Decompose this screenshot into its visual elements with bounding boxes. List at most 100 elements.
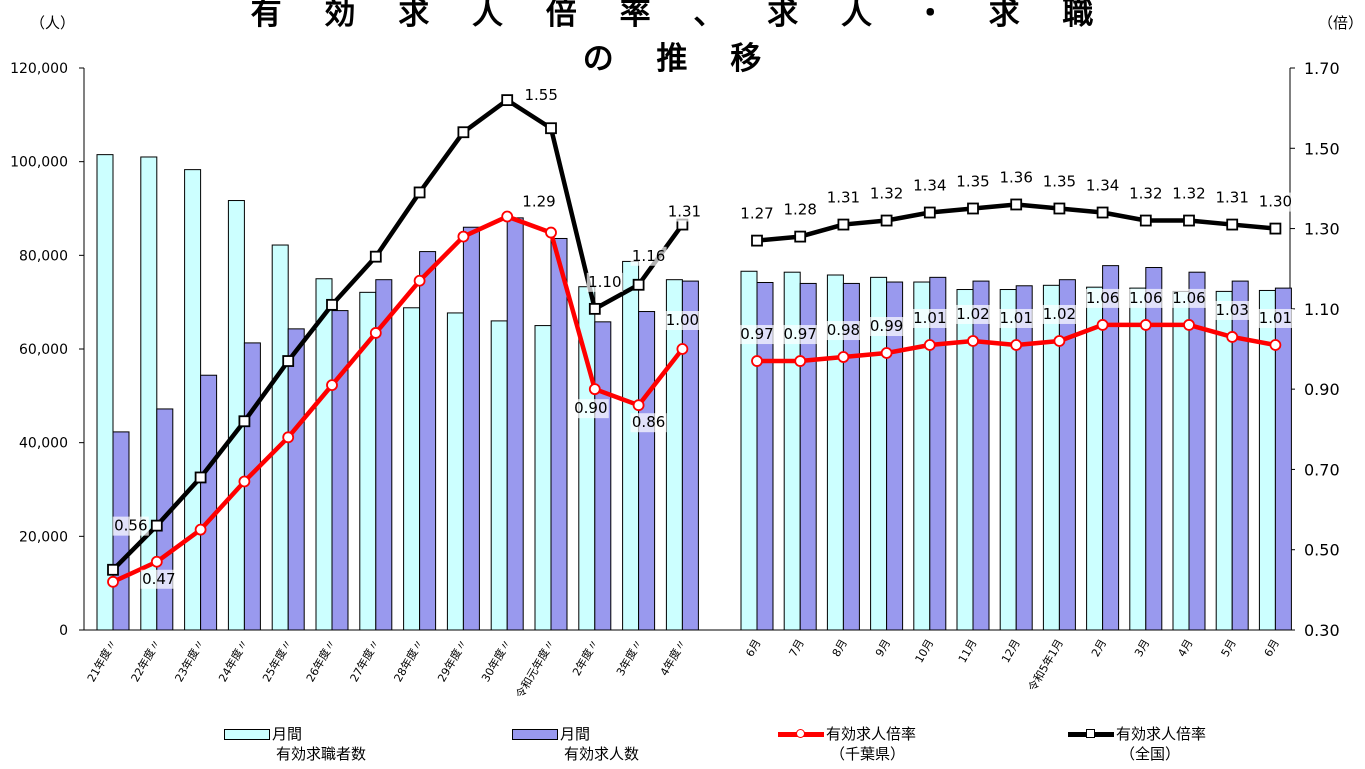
legend-label-chiba-1: 有効求人倍率 — [826, 725, 917, 743]
bar-seekers — [184, 169, 202, 631]
x-axis-category-label: 27年度〃 — [347, 637, 383, 685]
bar-openings — [756, 281, 774, 631]
legend-seekers: 月間 有効求職者数 — [224, 724, 366, 764]
national-point — [794, 230, 807, 243]
bar-openings — [462, 226, 480, 631]
chiba-point — [967, 335, 979, 347]
national-data-label: 1.34 — [913, 177, 946, 195]
national-point — [238, 415, 251, 428]
national-label-bg — [666, 202, 703, 222]
chiba-data-label: 0.97 — [783, 325, 816, 343]
x-axis-category-label: 3月 — [1132, 637, 1152, 659]
chiba-point — [238, 475, 251, 488]
bar-seekers — [140, 156, 158, 631]
x-axis-category-label: 5月 — [1219, 637, 1239, 659]
left-axis-tick-label: 40,000 — [19, 436, 68, 452]
x-axis-category-label: 22年度〃 — [128, 637, 164, 685]
right-axis-tick-label: 0.30 — [1304, 621, 1340, 640]
bar-seekers — [490, 320, 508, 631]
chiba-label-bg — [572, 399, 609, 419]
national-label-bg — [1084, 176, 1121, 196]
national-point — [837, 218, 850, 231]
chiba-label-bg — [664, 311, 701, 330]
bar-seekers — [665, 279, 683, 631]
national-point — [1269, 222, 1282, 235]
chiba-label-bg — [1127, 288, 1164, 308]
national-data-label: 1.55 — [524, 86, 557, 104]
legend-label-national-1: 有効求人倍率 — [1116, 725, 1207, 743]
chiba-point — [326, 379, 338, 392]
chiba-label-bg — [825, 321, 862, 341]
national-point — [751, 234, 763, 247]
chiba-data-label: 0.99 — [870, 317, 903, 335]
national-data-label: 1.32 — [1129, 185, 1162, 203]
legend-chiba: 有効求人倍率 （千葉県） — [778, 724, 916, 764]
chiba-point — [676, 343, 689, 355]
chiba-point — [194, 523, 207, 536]
chiba-label-bg — [1084, 288, 1121, 308]
chiba-point — [837, 351, 850, 363]
x-axis-category-label: 令和元年度〃 — [512, 637, 557, 701]
bar-openings — [419, 251, 437, 631]
national-point — [326, 298, 338, 311]
legend-label-seekers-2: 有効求職者数 — [276, 745, 367, 763]
left-axis-tick-label: 0 — [59, 623, 68, 639]
national-point — [194, 471, 207, 484]
chiba-label-bg — [1214, 300, 1251, 320]
left-axis-tick-label: 100,000 — [10, 155, 68, 171]
bar-openings — [331, 310, 349, 631]
x-axis-category-label: 23年度〃 — [172, 637, 208, 685]
bar-seekers — [315, 278, 333, 631]
x-axis-category-label: 9月 — [873, 637, 893, 659]
x-axis-category-label: 10月 — [913, 637, 937, 665]
left-axis-tick-label: 20,000 — [19, 529, 68, 545]
chiba-data-label: 1.03 — [1215, 301, 1248, 319]
national-label-bg — [1257, 192, 1294, 212]
national-point — [282, 355, 295, 367]
chiba-data-label: 0.98 — [827, 321, 860, 339]
chiba-label-bg — [521, 192, 557, 212]
national-data-label: 1.32 — [870, 185, 903, 203]
left-axis-tick-label: 120,000 — [10, 61, 68, 77]
chiba-data-label: 1.02 — [1043, 305, 1076, 323]
chiba-data-label: 1.01 — [913, 309, 946, 327]
x-axis-category-label: 7月 — [787, 637, 807, 659]
national-point — [1053, 202, 1066, 215]
bar-openings — [972, 280, 990, 631]
x-axis-category-label: 4月 — [1175, 637, 1195, 659]
x-axis-category-label: 12月 — [999, 637, 1023, 665]
chiba-point — [1183, 319, 1195, 331]
bar-seekers — [1086, 286, 1104, 631]
bar-seekers — [96, 154, 114, 631]
chiba-point — [880, 347, 893, 359]
right-axis-tick-label: 1.50 — [1304, 139, 1340, 158]
chiba-data-label: 1.06 — [1129, 289, 1162, 307]
right-axis-tick-label: 0.90 — [1304, 380, 1340, 399]
x-axis-category-label: 26年度〃 — [303, 637, 339, 685]
chiba-point — [457, 230, 470, 243]
chiba-point — [632, 399, 645, 412]
chiba-point — [150, 555, 163, 568]
chiba-point — [1053, 335, 1066, 347]
legend-label-openings-1: 月間 — [560, 725, 591, 743]
national-label-bg — [630, 246, 667, 266]
national-point — [1010, 198, 1023, 211]
chiba-label-bg — [911, 308, 948, 328]
chiba-point — [923, 339, 936, 351]
chiba-point — [1139, 319, 1152, 331]
legend-swatch-openings — [512, 728, 558, 740]
chiba-label-bg — [1041, 304, 1078, 324]
national-label-bg — [523, 86, 560, 106]
national-data-label: 1.31 — [827, 189, 860, 207]
bar-openings — [200, 374, 218, 631]
national-data-label: 1.35 — [1043, 173, 1076, 191]
x-axis-category-label: 令和5年1月 — [1025, 637, 1066, 694]
x-axis-category-label: 6月 — [743, 637, 763, 659]
national-point — [369, 250, 382, 263]
national-point — [457, 126, 470, 139]
chiba-point — [413, 274, 426, 287]
chiba-data-label: 1.06 — [1172, 289, 1205, 307]
chiba-label-bg — [1257, 308, 1294, 328]
bar-openings — [799, 282, 817, 631]
